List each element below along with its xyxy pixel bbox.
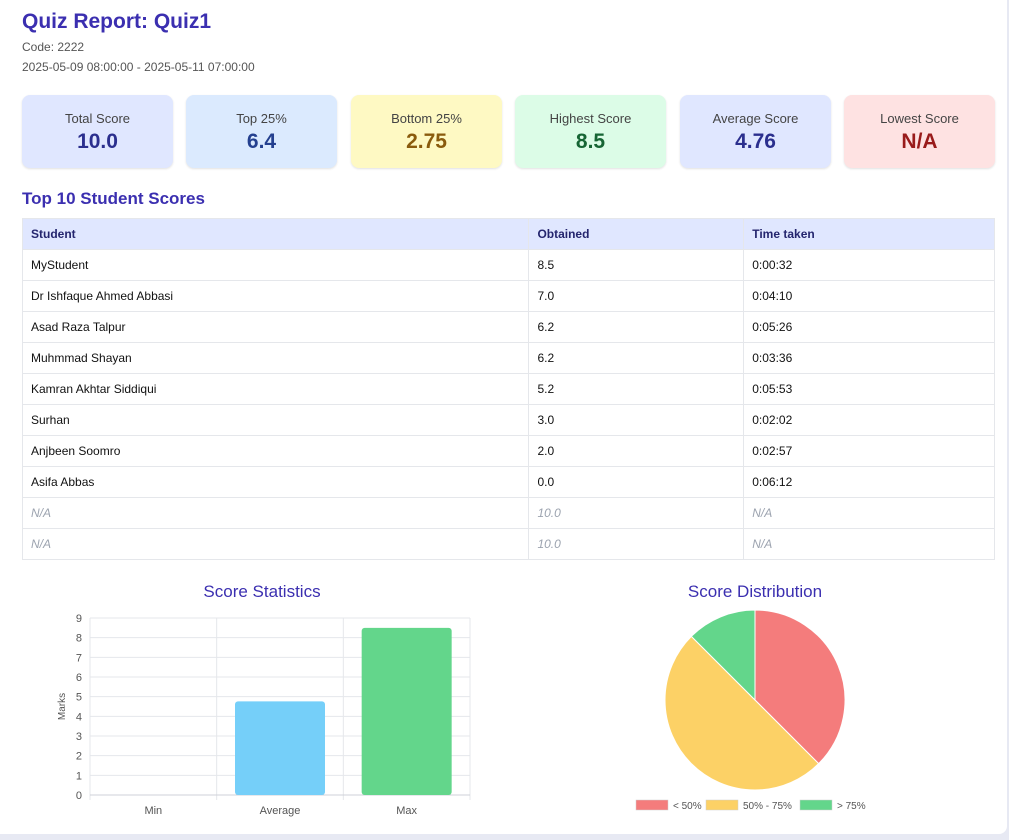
score-distribution-chart: < 50% 50% - 75% > 75% bbox=[635, 609, 866, 812]
y-tick-label: 3 bbox=[76, 731, 82, 743]
top-scores-table: Student Obtained Time taken MyStudent 8.5… bbox=[21, 218, 995, 560]
y-tick-label: 1 bbox=[76, 770, 82, 782]
card-value: 2.75 bbox=[406, 130, 447, 153]
cell-time-taken: 0:03:36 bbox=[743, 342, 995, 374]
table-row: N/A 10.0 N/A bbox=[21, 528, 995, 560]
column-header-time-taken: Time taken bbox=[743, 218, 995, 250]
bar-average bbox=[235, 701, 325, 795]
legend-swatch bbox=[799, 799, 833, 811]
cell-time-taken: 0:05:26 bbox=[743, 311, 995, 343]
pie-slice bbox=[690, 609, 756, 702]
quiz-date-range: 2025-05-09 08:00:00 - 2025-05-11 07:00:0… bbox=[22, 60, 255, 74]
quiz-code: Code: 2222 bbox=[22, 40, 85, 54]
cell-time-taken: N/A bbox=[743, 528, 995, 560]
card-label: Average Score bbox=[712, 111, 799, 126]
table-row: Asifa Abbas 0.0 0:06:12 bbox=[21, 466, 995, 498]
cell-student: N/A bbox=[21, 528, 530, 560]
y-tick-label: 4 bbox=[76, 711, 82, 723]
legend-label: > 75% bbox=[837, 801, 866, 812]
cell-time-taken: N/A bbox=[743, 497, 995, 529]
cell-time-taken: 0:02:02 bbox=[743, 404, 995, 436]
y-tick-label: 2 bbox=[76, 751, 82, 763]
card-highest-score: Highest Score 8.5 bbox=[515, 95, 666, 168]
score-statistics-chart: 0 1 2 3 4 5 6 7 8 9 Min Average Max Marks bbox=[57, 613, 471, 817]
table-row: Anjbeen Soomro 2.0 0:02:57 bbox=[21, 435, 995, 467]
table-row: Surhan 3.0 0:02:02 bbox=[21, 404, 995, 436]
card-value: 4.76 bbox=[735, 130, 776, 153]
cell-obtained: 10.0 bbox=[528, 528, 745, 560]
legend-label: < 50% bbox=[673, 801, 702, 812]
column-header-obtained: Obtained bbox=[528, 218, 745, 250]
table-row: Dr Ishfaque Ahmed Abbasi 7.0 0:04:10 bbox=[21, 280, 995, 312]
cell-student: N/A bbox=[21, 497, 530, 529]
card-value: 10.0 bbox=[77, 130, 118, 153]
page-title: Quiz Report: Quiz1 bbox=[22, 10, 211, 33]
cell-time-taken: 0:04:10 bbox=[743, 280, 995, 312]
card-lowest-score: Lowest Score N/A bbox=[844, 95, 995, 168]
bar-chart-title: Score Statistics bbox=[203, 582, 321, 601]
cell-obtained: 7.0 bbox=[528, 280, 745, 312]
y-tick-label: 5 bbox=[76, 692, 82, 704]
card-label: Bottom 25% bbox=[391, 111, 462, 126]
table-row: N/A 10.0 N/A bbox=[21, 497, 995, 529]
cell-obtained: 3.0 bbox=[528, 404, 745, 436]
card-value: 8.5 bbox=[575, 130, 606, 153]
card-label: Lowest Score bbox=[880, 111, 959, 126]
top-scores-title: Top 10 Student Scores bbox=[22, 189, 205, 208]
legend-label: 50% - 75% bbox=[743, 801, 792, 812]
cell-student: Asad Raza Talpur bbox=[21, 311, 530, 343]
legend-swatch bbox=[635, 799, 669, 811]
cell-time-taken: 0:00:32 bbox=[743, 249, 995, 281]
cell-student: Asifa Abbas bbox=[21, 466, 530, 498]
card-label: Total Score bbox=[64, 111, 131, 126]
y-tick-label: 8 bbox=[76, 633, 82, 645]
cell-student: Dr Ishfaque Ahmed Abbasi bbox=[21, 280, 530, 312]
card-top-25: Top 25% 6.4 bbox=[186, 95, 337, 168]
cell-student: Anjbeen Soomro bbox=[21, 435, 530, 467]
y-tick-label: 7 bbox=[76, 652, 82, 664]
y-tick-label: 6 bbox=[76, 672, 82, 684]
cell-obtained: 6.2 bbox=[528, 342, 745, 374]
card-bottom-25: Bottom 25% 2.75 bbox=[351, 95, 502, 168]
cell-student: Kamran Akhtar Siddiqui bbox=[21, 373, 530, 405]
card-label: Top 25% bbox=[236, 111, 287, 126]
summary-cards: Total Score 10.0 Top 25% 6.4 Bottom 25% … bbox=[22, 95, 995, 168]
card-total-score: Total Score 10.0 bbox=[22, 95, 173, 168]
cell-obtained: 10.0 bbox=[528, 497, 745, 529]
cell-obtained: 8.5 bbox=[528, 249, 745, 281]
card-average-score: Average Score 4.76 bbox=[680, 95, 831, 168]
cell-obtained: 2.0 bbox=[528, 435, 745, 467]
table-row: MyStudent 8.5 0:00:32 bbox=[21, 249, 995, 281]
cell-time-taken: 0:02:57 bbox=[743, 435, 995, 467]
y-tick-label: 9 bbox=[76, 613, 82, 625]
cell-time-taken: 0:05:53 bbox=[743, 373, 995, 405]
x-tick-label: Min bbox=[144, 805, 162, 817]
pie-slice bbox=[664, 635, 820, 791]
table-header-row: Student Obtained Time taken bbox=[21, 218, 995, 250]
x-tick-label: Average bbox=[260, 805, 301, 817]
y-axis-label: Marks bbox=[57, 693, 68, 720]
bar-max bbox=[361, 627, 452, 795]
pie-chart-title: Score Distribution bbox=[687, 582, 823, 601]
cell-obtained: 6.2 bbox=[528, 311, 745, 343]
x-tick-label: Max bbox=[396, 805, 417, 817]
cell-student: MyStudent bbox=[21, 249, 530, 281]
y-tick-label: 0 bbox=[76, 790, 82, 802]
cell-student: Surhan bbox=[21, 404, 530, 436]
table-row: Muhmmad Shayan 6.2 0:03:36 bbox=[21, 342, 995, 374]
column-header-student: Student bbox=[21, 218, 530, 250]
table-row: Asad Raza Talpur 6.2 0:05:26 bbox=[21, 311, 995, 343]
cell-obtained: 5.2 bbox=[528, 373, 745, 405]
cell-student: Muhmmad Shayan bbox=[21, 342, 530, 374]
card-value: N/A bbox=[901, 130, 938, 153]
cell-obtained: 0.0 bbox=[528, 466, 745, 498]
card-value: 6.4 bbox=[246, 130, 277, 153]
legend-swatch bbox=[705, 799, 739, 811]
card-label: Highest Score bbox=[549, 111, 632, 126]
table-row: Kamran Akhtar Siddiqui 5.2 0:05:53 bbox=[21, 373, 995, 405]
table-body: MyStudent 8.5 0:00:32 Dr Ishfaque Ahmed Abb… bbox=[21, 249, 995, 560]
cell-time-taken: 0:06:12 bbox=[743, 466, 995, 498]
pie-slice bbox=[754, 609, 846, 765]
